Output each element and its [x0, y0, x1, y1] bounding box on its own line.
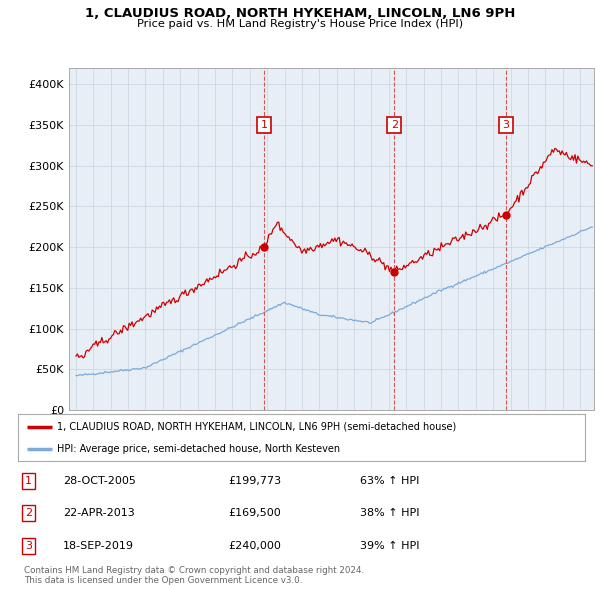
Text: 2: 2: [25, 509, 32, 518]
Text: 1, CLAUDIUS ROAD, NORTH HYKEHAM, LINCOLN, LN6 9PH (semi-detached house): 1, CLAUDIUS ROAD, NORTH HYKEHAM, LINCOLN…: [56, 422, 456, 432]
Text: 38% ↑ HPI: 38% ↑ HPI: [360, 509, 419, 518]
Text: 1: 1: [25, 476, 32, 486]
Text: 3: 3: [25, 541, 32, 550]
Text: HPI: Average price, semi-detached house, North Kesteven: HPI: Average price, semi-detached house,…: [56, 444, 340, 454]
Text: 28-OCT-2005: 28-OCT-2005: [63, 476, 136, 486]
Text: 39% ↑ HPI: 39% ↑ HPI: [360, 541, 419, 550]
Text: 1, CLAUDIUS ROAD, NORTH HYKEHAM, LINCOLN, LN6 9PH: 1, CLAUDIUS ROAD, NORTH HYKEHAM, LINCOLN…: [85, 7, 515, 20]
Text: 2: 2: [391, 120, 398, 130]
Text: £199,773: £199,773: [228, 476, 281, 486]
Text: Price paid vs. HM Land Registry's House Price Index (HPI): Price paid vs. HM Land Registry's House …: [137, 19, 463, 29]
Text: £240,000: £240,000: [228, 541, 281, 550]
Text: 18-SEP-2019: 18-SEP-2019: [63, 541, 134, 550]
Text: Contains HM Land Registry data © Crown copyright and database right 2024.: Contains HM Land Registry data © Crown c…: [24, 566, 364, 575]
Text: 22-APR-2013: 22-APR-2013: [63, 509, 135, 518]
Text: £169,500: £169,500: [228, 509, 281, 518]
Text: 3: 3: [502, 120, 509, 130]
Text: 63% ↑ HPI: 63% ↑ HPI: [360, 476, 419, 486]
Text: This data is licensed under the Open Government Licence v3.0.: This data is licensed under the Open Gov…: [24, 576, 302, 585]
Text: 1: 1: [261, 120, 268, 130]
